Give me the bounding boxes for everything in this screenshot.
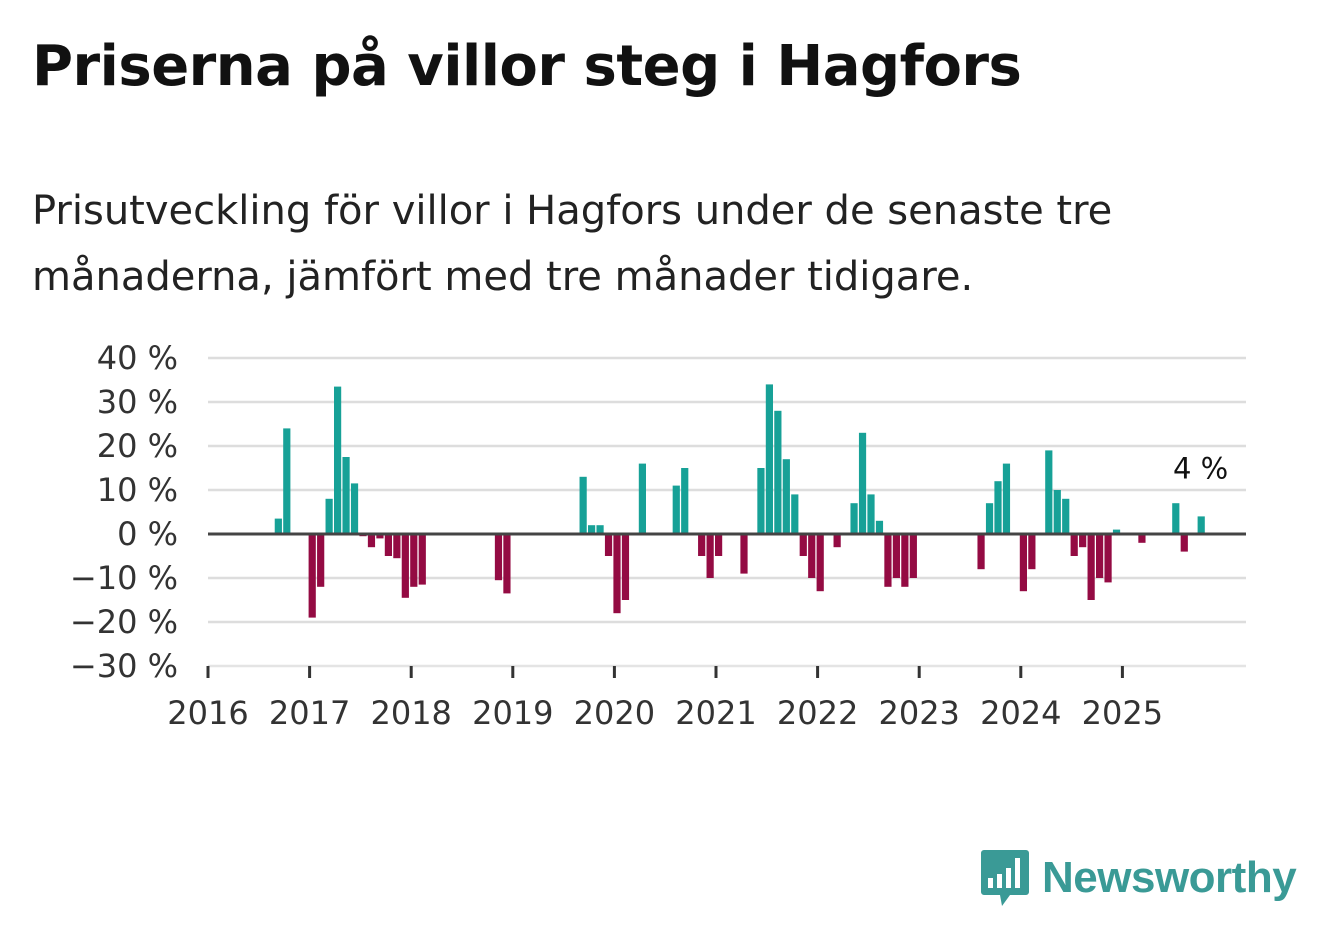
- bar-2023-10: [994, 481, 1002, 534]
- x-tick-label: 2017: [269, 694, 350, 732]
- bar-2021-11: [799, 534, 807, 556]
- bar-2018-12: [503, 534, 511, 594]
- y-tick-label: −10 %: [70, 559, 178, 597]
- bar-2021-12: [808, 534, 816, 578]
- bar-2020-01: [613, 534, 621, 614]
- bar-2022-11: [901, 534, 909, 587]
- bar-2024-07: [1070, 534, 1078, 556]
- bar-2020-09: [681, 468, 689, 534]
- bar-2020-02: [621, 534, 630, 600]
- bar-2022-06: [858, 432, 867, 534]
- bar-2025-07: [1172, 503, 1180, 534]
- x-tick-label: 2016: [167, 694, 248, 732]
- bar-2018-02: [418, 534, 426, 585]
- bar-2024-11: [1104, 534, 1112, 583]
- bar-2024-12: [1112, 529, 1121, 534]
- bar-2022-07: [867, 494, 875, 534]
- bar-2017-08: [367, 534, 376, 548]
- bar-2023-11: [1002, 463, 1011, 534]
- axes: [206, 532, 1246, 678]
- bar-2023-08: [977, 534, 985, 570]
- bar-2021-10: [791, 494, 799, 534]
- bar-2022-01: [816, 534, 824, 592]
- bar-2020-12: [706, 534, 714, 578]
- bar-2017-06: [350, 483, 359, 534]
- bar-2018-01: [410, 534, 418, 587]
- bar-2025-08: [1180, 534, 1188, 552]
- y-tick-label: 30 %: [97, 383, 178, 421]
- bar-2022-12: [909, 534, 917, 578]
- bar-2022-09: [884, 534, 892, 587]
- chart-title: Priserna på villor steg i Hagfors: [32, 34, 1022, 99]
- bar-2021-04: [740, 534, 748, 574]
- bar-2018-11: [494, 534, 503, 581]
- y-tick-label: 10 %: [97, 471, 178, 509]
- bar-2024-06: [1062, 498, 1070, 534]
- x-tick-label: 2019: [472, 694, 553, 732]
- bar-2023-09: [985, 503, 994, 534]
- bar-2025-03: [1138, 534, 1146, 543]
- bar-2021-09: [782, 459, 790, 534]
- bar-2017-12: [401, 534, 409, 598]
- chart-subtitle: Prisutveckling för villor i Hagfors unde…: [32, 188, 1113, 300]
- bar-2019-12: [604, 534, 613, 556]
- bar-2021-01: [715, 534, 723, 556]
- bar-2016-10: [283, 428, 291, 534]
- bar-2017-03: [325, 498, 333, 534]
- axis-labels: 40 % 30 % 20 % 10 % 0 % −10 % −20 % −30 % 2016 20…: [70, 339, 1228, 732]
- bar-2020-08: [672, 485, 680, 534]
- bar-2025-10: [1197, 516, 1205, 534]
- y-tick-label: 20 %: [97, 427, 178, 465]
- y-tick-label: 0 %: [117, 515, 178, 553]
- bar-2020-11: [698, 534, 706, 556]
- bar-2022-05: [850, 503, 858, 534]
- bar-2024-09: [1087, 534, 1095, 600]
- bar-2016-09: [274, 518, 282, 534]
- bar-2017-01: [308, 534, 316, 618]
- bar-2021-07: [765, 384, 773, 534]
- x-tick-label: 2022: [777, 694, 858, 732]
- bars: [274, 384, 1205, 618]
- bar-2024-05: [1053, 490, 1061, 534]
- x-tick-label: 2018: [370, 694, 451, 732]
- x-tick-label: 2020: [574, 694, 655, 732]
- x-tick-label: 2025: [1082, 694, 1163, 732]
- bar-2024-10: [1096, 534, 1104, 578]
- bar-2022-10: [892, 534, 900, 578]
- bar-2017-09: [376, 534, 384, 539]
- bar-2024-04: [1045, 450, 1053, 534]
- bar-2017-02: [317, 534, 325, 587]
- x-tick-label: 2024: [980, 694, 1061, 732]
- bar-2021-08: [774, 410, 782, 534]
- bar-2019-10: [588, 525, 596, 534]
- bar-2024-02: [1028, 534, 1036, 570]
- bar-2022-03: [833, 534, 841, 548]
- newsworthy-brand: Newsworthy: [980, 848, 1297, 908]
- newsworthy-logo-icon: [981, 850, 1029, 906]
- bar-2022-08: [875, 520, 884, 534]
- bar-2017-11: [393, 534, 401, 559]
- y-tick-label: −30 %: [70, 647, 178, 685]
- x-tick-label: 2023: [878, 694, 959, 732]
- gridlines: [208, 356, 1246, 668]
- bar-2017-10: [384, 534, 392, 556]
- bar-2019-09: [579, 476, 587, 534]
- latest-value-annotation: 4 %: [1173, 451, 1228, 485]
- bar-2020-04: [638, 463, 646, 534]
- bar-2017-04: [334, 386, 342, 534]
- bar-2019-11: [596, 525, 604, 534]
- brand-name: Newsworthy: [1042, 853, 1297, 902]
- bar-2021-06: [757, 468, 765, 534]
- bar-2017-05: [342, 457, 350, 534]
- x-tick-label: 2021: [675, 694, 756, 732]
- bar-2024-08: [1079, 534, 1087, 548]
- y-tick-label: 40 %: [97, 339, 178, 377]
- bar-2024-01: [1019, 534, 1027, 592]
- y-tick-label: −20 %: [70, 603, 178, 641]
